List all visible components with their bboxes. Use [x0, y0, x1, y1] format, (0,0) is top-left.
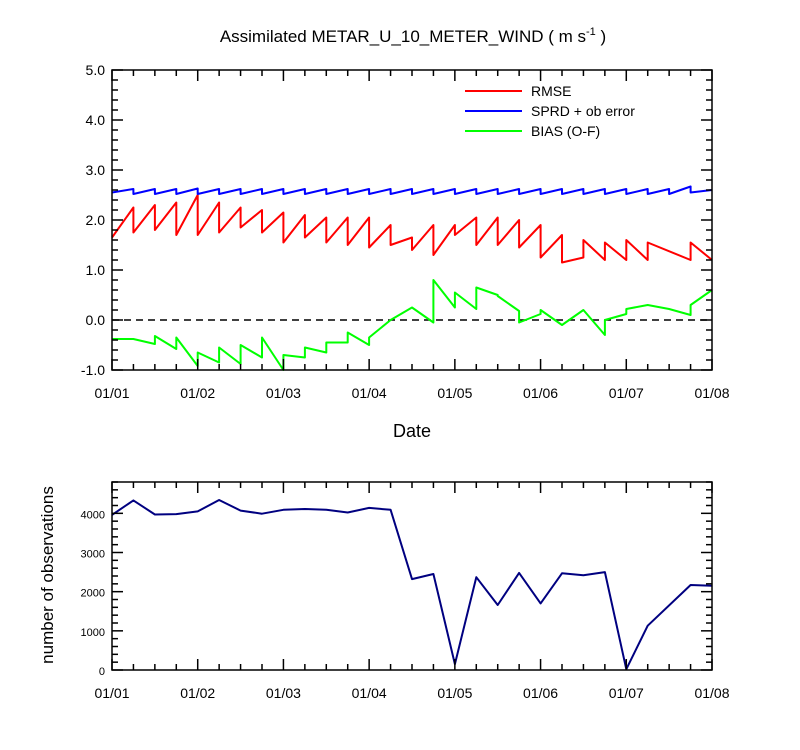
y-tick-label: -1.0 — [81, 362, 105, 378]
series-line-bias-o-f- — [112, 279, 713, 371]
bottom-plot-area: 01/01 01/02 01/03 01/04 01/05 01/06 01/07 01/08… — [81, 481, 730, 701]
x-tick-label: 01/01 — [94, 385, 129, 401]
bottom-y-axis-label: number of observations — [38, 486, 57, 664]
chart-title: Assimilated METAR_U_10_METER_WIND ( m s-… — [220, 26, 606, 46]
series-line-rmse — [111, 194, 713, 264]
legend: RMSE SPRD + ob error BIAS (O-F) — [465, 83, 635, 139]
chart-title-close: ) — [596, 27, 606, 46]
y-tick-label: 0 — [99, 666, 105, 678]
x-tick-label: 01/05 — [437, 385, 472, 401]
legend-label: BIAS (O-F) — [531, 123, 600, 139]
chart-title-main: Assimilated METAR_U_10_METER_WIND ( m s — [220, 27, 586, 46]
top-plot-area: 01/01 01/02 01/03 01/04 01/05 01/06 01/07 01/08… — [81, 62, 730, 401]
x-tick-label: 01/08 — [694, 685, 729, 701]
x-tick-label: 01/02 — [180, 385, 215, 401]
x-tick-label: 01/03 — [266, 385, 301, 401]
y-tick-label: 4000 — [81, 509, 105, 521]
y-tick-label: 3000 — [81, 549, 105, 561]
series-line-sprd-ob-error — [111, 185, 713, 195]
y-tick-label: 1.0 — [86, 262, 106, 278]
x-tick-label: 01/06 — [523, 685, 558, 701]
y-tick-label: 2.0 — [86, 212, 106, 228]
x-tick-label: 01/03 — [266, 685, 301, 701]
x-tick-label: 01/07 — [609, 385, 644, 401]
legend-label: SPRD + ob error — [531, 103, 635, 119]
y-tick-label: 4.0 — [86, 112, 106, 128]
x-tick-label: 01/08 — [694, 385, 729, 401]
y-tick-label: 3.0 — [86, 162, 106, 178]
y-tick-label: 2000 — [81, 588, 105, 600]
x-tick-label: 01/04 — [352, 685, 387, 701]
x-tick-label: 01/04 — [352, 385, 387, 401]
chart-title-superscript: -1 — [586, 26, 596, 38]
y-tick-label: 5.0 — [86, 62, 106, 78]
x-tick-label: 01/05 — [437, 685, 472, 701]
x-tick-label: 01/07 — [609, 685, 644, 701]
y-tick-label: 1000 — [81, 627, 105, 639]
series-line-number-of-observations — [111, 499, 713, 671]
y-tick-label: 0.0 — [86, 312, 106, 328]
top-x-axis-label: Date — [393, 421, 431, 441]
x-tick-label: 01/01 — [94, 685, 129, 701]
legend-label: RMSE — [531, 83, 571, 99]
x-tick-label: 01/06 — [523, 385, 558, 401]
x-tick-label: 01/02 — [180, 685, 215, 701]
